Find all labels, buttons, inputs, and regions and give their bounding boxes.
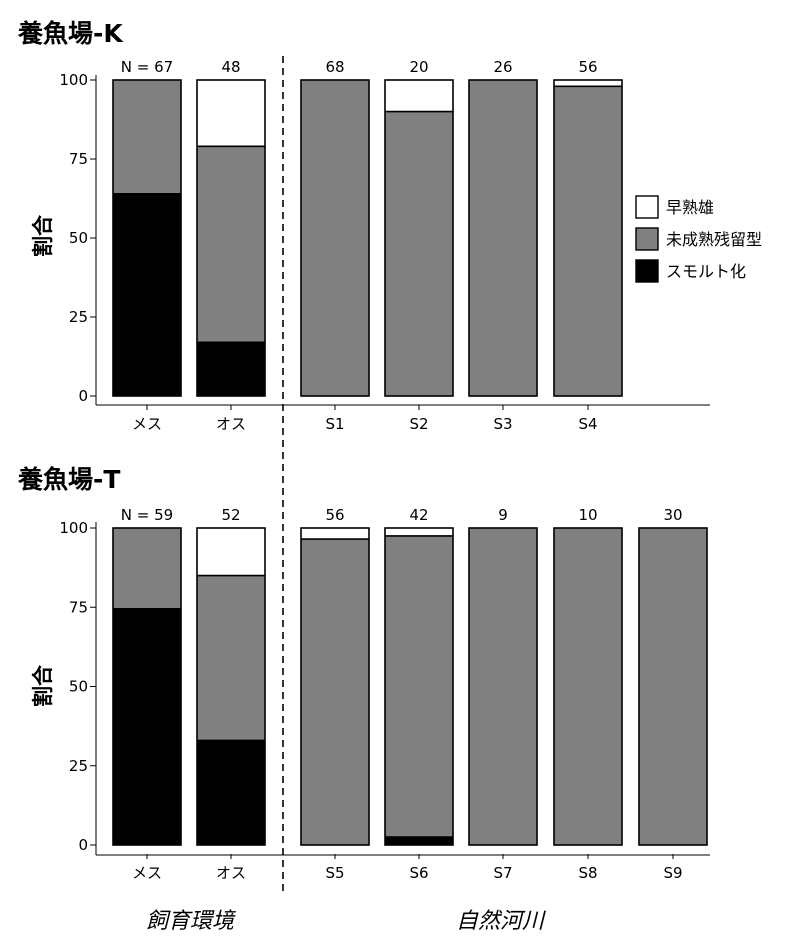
legend-swatch: [635, 195, 659, 219]
x-tick-label: S5: [325, 864, 344, 882]
bar-segment-immature-resident: [554, 528, 622, 845]
bar-segment-precocious-male: [197, 528, 265, 576]
sample-size-label: 20: [409, 58, 428, 76]
bar-segment-immature-resident: [113, 528, 181, 609]
bar-segment-smolt: [385, 837, 453, 845]
bar-outline: [300, 79, 370, 397]
bar-segment-smolt: [197, 740, 265, 845]
bar-segment-immature-resident: [469, 528, 537, 845]
category-labels-t: メス オス S5 S6 S7 S8 S9: [132, 854, 683, 882]
sample-size-label: 56: [325, 506, 344, 524]
bar-segment-smolt: [113, 193, 181, 396]
bar-segment-immature-resident: [301, 80, 369, 396]
y-ticks-t: 0 25 50 75 100: [59, 519, 96, 854]
y-tick-label: 50: [69, 229, 88, 247]
sample-size-label: 52: [221, 506, 240, 524]
y-axis-label-k: 割合: [31, 214, 55, 257]
category-labels-k: メス オス S1 S2 S3 S4: [132, 405, 598, 433]
x-tick-label: メス: [132, 415, 162, 433]
bar-outline: [112, 527, 182, 846]
x-tick-label: S2: [409, 415, 428, 433]
bar-segment-immature-resident: [385, 111, 453, 396]
n-labels-t: N = 59 52 56 42 9 10 30: [121, 506, 683, 524]
y-tick-label: 100: [59, 71, 88, 89]
x-tick-label: オス: [216, 864, 246, 882]
bar-segment-immature-resident: [385, 535, 453, 838]
panel-title-t: 養魚場-T: [18, 465, 120, 494]
y-ticks-k: 0 25 50 75 100: [59, 71, 96, 405]
sample-size-label: 48: [221, 58, 240, 76]
sample-size-label: 42: [409, 506, 428, 524]
y-tick-label: 25: [69, 757, 88, 775]
y-tick-label: 0: [78, 387, 88, 405]
y-tick-label: 25: [69, 308, 88, 326]
group-label-farm: 飼育環境: [146, 909, 237, 934]
bars-k: [112, 79, 623, 397]
sample-size-label: 26: [493, 58, 512, 76]
y-tick-label: 50: [69, 678, 88, 696]
legend-swatch: [635, 227, 659, 251]
x-tick-label: S3: [493, 415, 512, 433]
y-axis-label-t: 割合: [31, 664, 55, 707]
bar-outline: [112, 79, 182, 397]
x-tick-label: S7: [493, 864, 512, 882]
bar-outline: [300, 527, 370, 846]
x-tick-label: S4: [578, 415, 597, 433]
sample-size-label: 10: [578, 506, 597, 524]
y-tick-label: 75: [69, 150, 88, 168]
bar-segment-immature-resident: [301, 539, 369, 845]
x-tick-label: オス: [216, 415, 246, 433]
bar-segment-smolt: [197, 342, 265, 396]
y-tick-label: 0: [78, 836, 88, 854]
panel-k: 養魚場-K 割合 0 25 50 75 100 N = 67 48 68 20 26 56 メス オ…: [18, 19, 710, 433]
bar-outline: [196, 527, 266, 846]
group-label-river: 自然河川: [456, 909, 546, 934]
sample-size-label: 9: [498, 506, 508, 524]
bar-segment-precocious-male: [385, 80, 453, 112]
y-tick-label: 100: [59, 519, 88, 537]
legend-label: 早熟雄: [666, 198, 714, 217]
legend-label: スモルト化: [666, 262, 746, 281]
sample-size-label: 56: [578, 58, 597, 76]
bar-segment-immature-resident: [469, 80, 537, 396]
bar-outline: [553, 79, 623, 397]
bar-segment-immature-resident: [197, 575, 265, 741]
bar-segment-precocious-male: [197, 80, 265, 147]
bar-segment-immature-resident: [113, 80, 181, 194]
x-tick-label: S9: [663, 864, 682, 882]
legend-label: 未成熟残留型: [666, 230, 762, 249]
bar-segment-smolt: [113, 608, 181, 845]
n-labels-k: N = 67 48 68 20 26 56: [121, 58, 598, 76]
panel-t: 養魚場-T 割合 0 25 50 75 100 N = 59 52 56 42 9 10 30 メス…: [18, 465, 710, 882]
panel-title-k: 養魚場-K: [18, 19, 124, 48]
bar-segment-precocious-male: [385, 528, 453, 536]
x-tick-label: S8: [578, 864, 597, 882]
bar-outline: [196, 79, 266, 397]
bar-outline: [553, 527, 623, 846]
sample-size-label: N = 67: [121, 58, 173, 76]
y-tick-label: 75: [69, 598, 88, 616]
bar-segment-precocious-male: [554, 80, 622, 87]
sample-size-label: 68: [325, 58, 344, 76]
bar-outline: [638, 527, 708, 846]
bar-segment-immature-resident: [639, 528, 707, 845]
x-tick-label: S1: [325, 415, 344, 433]
legend-swatch: [635, 259, 659, 283]
bar-outline: [468, 79, 538, 397]
bars-t: [112, 527, 708, 846]
x-tick-label: メス: [132, 864, 162, 882]
bar-outline: [384, 527, 454, 846]
bar-outline: [384, 79, 454, 397]
bar-segment-immature-resident: [197, 146, 265, 343]
sample-size-label: N = 59: [121, 506, 173, 524]
bar-segment-immature-resident: [554, 86, 622, 396]
bar-outline: [468, 527, 538, 846]
sample-size-label: 30: [663, 506, 682, 524]
bar-segment-precocious-male: [301, 528, 369, 540]
x-tick-label: S6: [409, 864, 428, 882]
